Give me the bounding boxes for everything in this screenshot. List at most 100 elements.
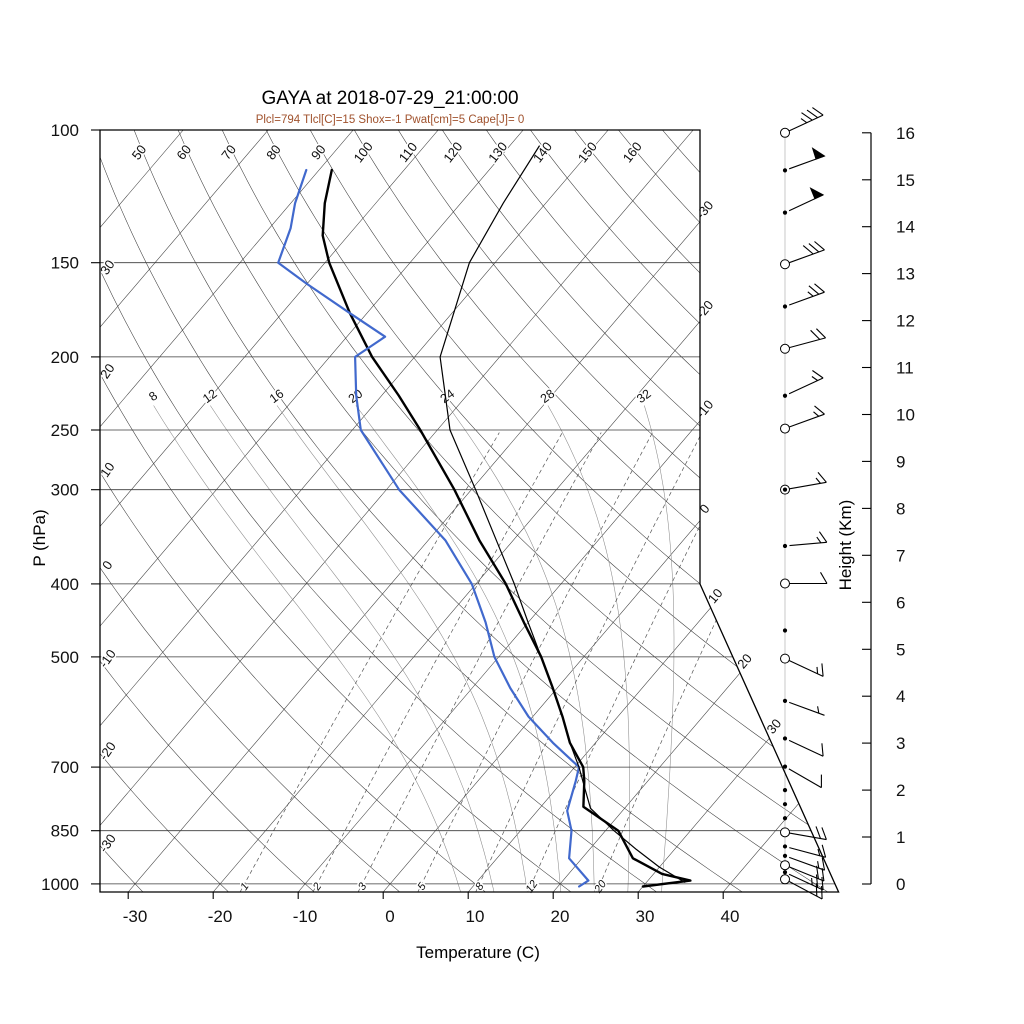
wind-barb-feather <box>810 329 821 340</box>
wind-barb-feather <box>814 241 825 251</box>
dry-adiabat-label: 70 <box>218 142 239 163</box>
dry-adiabat-label: 150 <box>575 139 600 165</box>
wind-barb-feather <box>821 877 824 891</box>
station-marker <box>782 853 788 858</box>
dry-adiabat-line <box>100 130 320 892</box>
temperature-tick-label: -10 <box>293 907 318 926</box>
height-tick-label: 5 <box>896 640 905 659</box>
wind-barb-feather <box>814 283 825 293</box>
station-marker <box>782 698 788 703</box>
isotherm-label: -20 <box>693 297 717 321</box>
temperature-axis-title: Temperature (C) <box>416 943 540 962</box>
wind-barb-feather <box>815 874 819 888</box>
moist-adiabat-label: 28 <box>538 387 558 407</box>
pressure-tick-label: 400 <box>51 575 79 594</box>
station-marker <box>782 736 788 741</box>
isotherm-line <box>100 130 524 892</box>
wind-barb-staff <box>789 337 826 349</box>
height-tick-label: 14 <box>896 218 915 237</box>
wind-barb-feather <box>821 827 827 840</box>
wind-barb-column <box>780 107 828 900</box>
wind-barb-staff <box>788 866 825 882</box>
height-tick-label: 3 <box>896 734 905 753</box>
wind-barb-halffeather <box>816 666 819 674</box>
wind-barb-feather <box>806 109 818 119</box>
wind-barb-staff <box>789 249 825 264</box>
isotherm-line <box>100 130 694 892</box>
mixing-ratio-line <box>414 432 653 892</box>
isotherm-line <box>127 130 779 892</box>
wind-barb-feather <box>816 865 819 879</box>
wind-barb-feather <box>821 743 824 757</box>
moist-adiabat-label: 24 <box>438 387 458 407</box>
wind-barb-staff <box>789 291 825 306</box>
dry-adiabat-line <box>100 130 148 892</box>
pressure-tick-label: 700 <box>51 758 79 777</box>
dry-adiabat-line <box>574 130 839 892</box>
wind-barb-feather <box>802 245 814 255</box>
isotherm-line <box>552 130 839 892</box>
isotherm-label: 0 <box>696 501 712 516</box>
height-tick-label: 12 <box>896 312 915 331</box>
station-marker <box>782 304 788 309</box>
dry-adiabat-line <box>133 130 836 892</box>
curve-temperature <box>321 168 692 888</box>
chart-title: GAYA at 2018-07-29_21:00:00 <box>261 88 518 109</box>
temperature-tick-label: 10 <box>466 907 485 926</box>
dry-adiabat-line <box>100 130 664 892</box>
wind-barb-feather <box>814 405 825 415</box>
wind-barb-feather <box>821 868 825 882</box>
wind-barb-staff <box>788 377 824 395</box>
dry-adiabat-label: -30 <box>96 831 119 855</box>
wind-barb-staff <box>789 701 825 716</box>
pressure-axis-title: P (hPa) <box>30 509 49 566</box>
wind-barb-halffeather <box>817 861 820 869</box>
moist-adiabat-label: 16 <box>267 387 287 407</box>
moist-adiabat-line <box>153 405 463 892</box>
station-marker <box>780 653 790 664</box>
wind-barb-pennant <box>811 147 826 160</box>
temperature-tick-label: -20 <box>208 907 233 926</box>
isotherm-line <box>722 130 839 892</box>
wind-barb-feather <box>815 826 822 839</box>
wind-barb-halffeather <box>817 706 820 714</box>
dry-adiabat-label: -20 <box>96 739 119 763</box>
wind-barb-halffeather <box>815 477 821 484</box>
wind-barb-feather <box>808 285 820 295</box>
height-tick-label: 7 <box>896 546 905 565</box>
pressure-tick-label: 500 <box>51 648 79 667</box>
pressure-tick-label: 300 <box>51 481 79 500</box>
dry-adiabat-label: 100 <box>351 139 376 165</box>
wind-barb-halffeather <box>800 118 808 124</box>
height-tick-label: 16 <box>896 124 915 143</box>
height-tick-label: 6 <box>896 593 905 612</box>
wind-barb-halffeather <box>813 411 820 417</box>
wind-barb-feather <box>818 531 828 543</box>
plot-frame <box>99 129 840 893</box>
station-marker <box>780 860 790 871</box>
wind-barb-feather <box>812 107 824 116</box>
station-marker <box>782 168 788 173</box>
dry-adiabat-line <box>177 130 839 892</box>
height-tick-label: 13 <box>896 265 915 284</box>
station-marker <box>780 259 790 270</box>
wind-barb-feather <box>816 328 826 339</box>
isotherm-line <box>297 130 839 892</box>
moist-adiabat-label: 32 <box>634 387 654 407</box>
height-tick-label: 15 <box>896 171 915 190</box>
moist-adiabat-line <box>547 405 630 892</box>
isotherm-line <box>467 130 839 892</box>
height-tick-label: 10 <box>896 406 915 425</box>
wind-barb-staff <box>789 832 827 841</box>
sounding-curves-layer <box>277 145 692 888</box>
dry-adiabat-label: -10 <box>96 647 119 671</box>
temperature-tick-label: -30 <box>123 907 148 926</box>
dry-adiabat-line <box>309 130 839 892</box>
dry-adiabat-label: 120 <box>440 139 465 165</box>
station-marker <box>780 127 790 138</box>
wind-barb-halffeather <box>816 536 822 544</box>
curve-dewpoint <box>277 168 590 888</box>
temperature-tick-label: 40 <box>721 907 740 926</box>
dry-adiabat-line <box>100 130 492 892</box>
